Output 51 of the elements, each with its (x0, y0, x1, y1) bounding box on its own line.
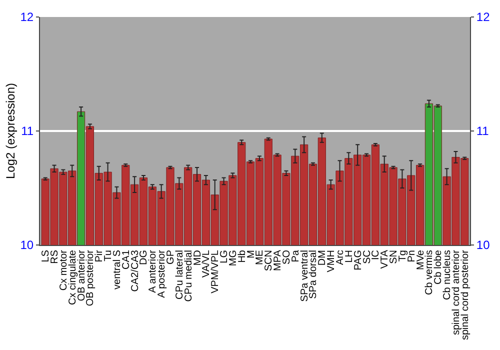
x-tick-label: MG (228, 250, 239, 266)
x-tick-label: CA1 (120, 250, 132, 270)
x-tick-label: LS (40, 250, 52, 262)
x-tick-label: VMH (326, 250, 338, 272)
x-tick-label: Cb lobe (433, 250, 444, 284)
x-tick-label: SPa dorsal (308, 250, 320, 299)
x-tick-label: Tg (397, 250, 408, 262)
x-tick-label: Cx cingulate (67, 250, 78, 306)
x-tick-label: OB posterior (85, 249, 96, 306)
x-tick-label: Tu (103, 250, 114, 262)
y-axis-title: Log2 (expression) (4, 82, 18, 180)
x-tick-label: CPu medial (183, 250, 194, 302)
x-tick-label: ME (254, 250, 266, 265)
x-tick-label: DM (317, 250, 328, 266)
x-tick-label: Pa (290, 250, 302, 262)
x-tick-label: Hb (236, 250, 248, 263)
x-tick-label: M (246, 250, 257, 258)
x-tick-label: Cx motor (58, 249, 70, 291)
x-tick-label: VPM/VPL (210, 250, 222, 294)
x-tick-label: PAG (352, 250, 364, 270)
y-tick-label: 12 (20, 10, 34, 24)
x-tick-label: ventral S (112, 250, 123, 290)
y-tick-label: 11 (21, 124, 34, 138)
x-tick-label: DG (138, 250, 150, 265)
x-tick-label: Pir (94, 249, 106, 262)
x-tick-label: SN (388, 250, 400, 264)
x-tick-label: SC (362, 250, 373, 264)
x-tick-label: RS (50, 250, 61, 264)
x-tick-label: MPA (272, 250, 284, 271)
x-tick-label: spinal cord posterior (460, 249, 471, 340)
x-tick-label: LG (219, 250, 230, 264)
x-tick-label: VTA (380, 250, 391, 269)
x-tick-label: SO (281, 250, 292, 264)
x-tick-label: Arc (335, 250, 346, 265)
x-tick-label: Pn (406, 250, 418, 262)
x-tick-label: Cb nucleus (442, 250, 454, 300)
x-tick-label: MVe (415, 250, 426, 270)
y-tick-label: 10 (20, 238, 34, 252)
x-tick-label: CA2/CA3 (130, 250, 141, 292)
x-tick-label: GP (166, 250, 176, 264)
y2-tick-label: 12 (476, 10, 490, 24)
y2-tick-label: 10 (476, 238, 490, 252)
x-tick-label: A anterior (148, 249, 159, 293)
x-tick-label: spinal cord anterior (450, 249, 462, 336)
x-tick-label: A posterior (156, 249, 168, 298)
y2-tick-label: 11 (476, 124, 490, 138)
x-tick-label: SCN (264, 250, 275, 272)
x-tick-label: LH (344, 250, 355, 263)
x-tick-label: IC (370, 250, 382, 260)
x-tick-label: CPu lateral (174, 250, 186, 300)
x-tick-label: OB anterior (76, 249, 88, 302)
